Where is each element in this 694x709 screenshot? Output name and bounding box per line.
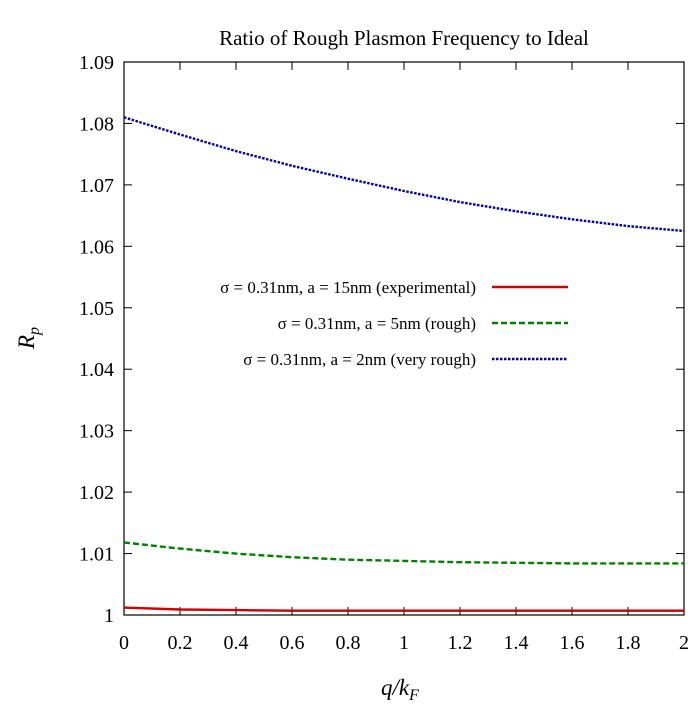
y-tick-label: 1.05 xyxy=(79,298,114,320)
y-tick-label: 1 xyxy=(104,605,114,627)
y-tick-label: 1.03 xyxy=(79,421,114,443)
x-tick-label: 1 xyxy=(399,632,409,654)
x-tick-label: 1.8 xyxy=(616,632,641,654)
x-axis: 0 0.2 0.4 0.6 0.8 1 1.2 1.4 1.6 1.8 2 xyxy=(119,62,689,654)
y-tick-label: 1.08 xyxy=(79,113,114,135)
x-tick-label: 1.4 xyxy=(504,632,529,654)
y-axis-label: Rp xyxy=(14,327,43,350)
x-tick-label: 0 xyxy=(119,632,129,654)
y-tick-label: 1.09 xyxy=(79,52,114,74)
x-tick-label: 2 xyxy=(679,632,689,654)
series-line-3 xyxy=(123,116,685,233)
x-tick-label: 0.8 xyxy=(336,632,361,654)
y-tick-label: 1.02 xyxy=(79,482,114,504)
x-tick-label: 1.6 xyxy=(560,632,585,654)
svg-text:Rp: Rp xyxy=(14,327,43,350)
series-lines xyxy=(123,116,685,612)
svg-text:q/kF: q/kF xyxy=(381,675,419,704)
x-tick-label: 0.4 xyxy=(224,632,249,654)
y-axis: 1 1.01 1.02 1.03 1.04 1.05 1.06 1.07 1.08 1.09 xyxy=(79,52,684,627)
legend-label-1: σ = 0.31nm, a = 15nm (experimental) xyxy=(220,278,476,297)
legend-label-2: σ = 0.31nm, a = 5nm (rough) xyxy=(278,314,476,333)
x-axis-label: q/kF xyxy=(381,675,419,704)
y-tick-label: 1.07 xyxy=(79,175,114,197)
series-line-2 xyxy=(123,541,684,565)
plot-frame xyxy=(123,61,685,616)
y-tick-label: 1.04 xyxy=(79,359,114,381)
legend-label-3: σ = 0.31nm, a = 2nm (very rough) xyxy=(243,350,476,369)
y-tick-label: 1.06 xyxy=(79,236,114,258)
x-tick-label: 0.2 xyxy=(168,632,193,654)
y-tick-label: 1.01 xyxy=(79,544,114,566)
x-tick-label: 0.6 xyxy=(280,632,305,654)
legend: σ = 0.31nm, a = 15nm (experimental) σ = 0… xyxy=(220,278,568,369)
x-tick-label: 1.2 xyxy=(448,632,473,654)
chart-title: Ratio of Rough Plasmon Frequency to Idea… xyxy=(219,26,589,50)
